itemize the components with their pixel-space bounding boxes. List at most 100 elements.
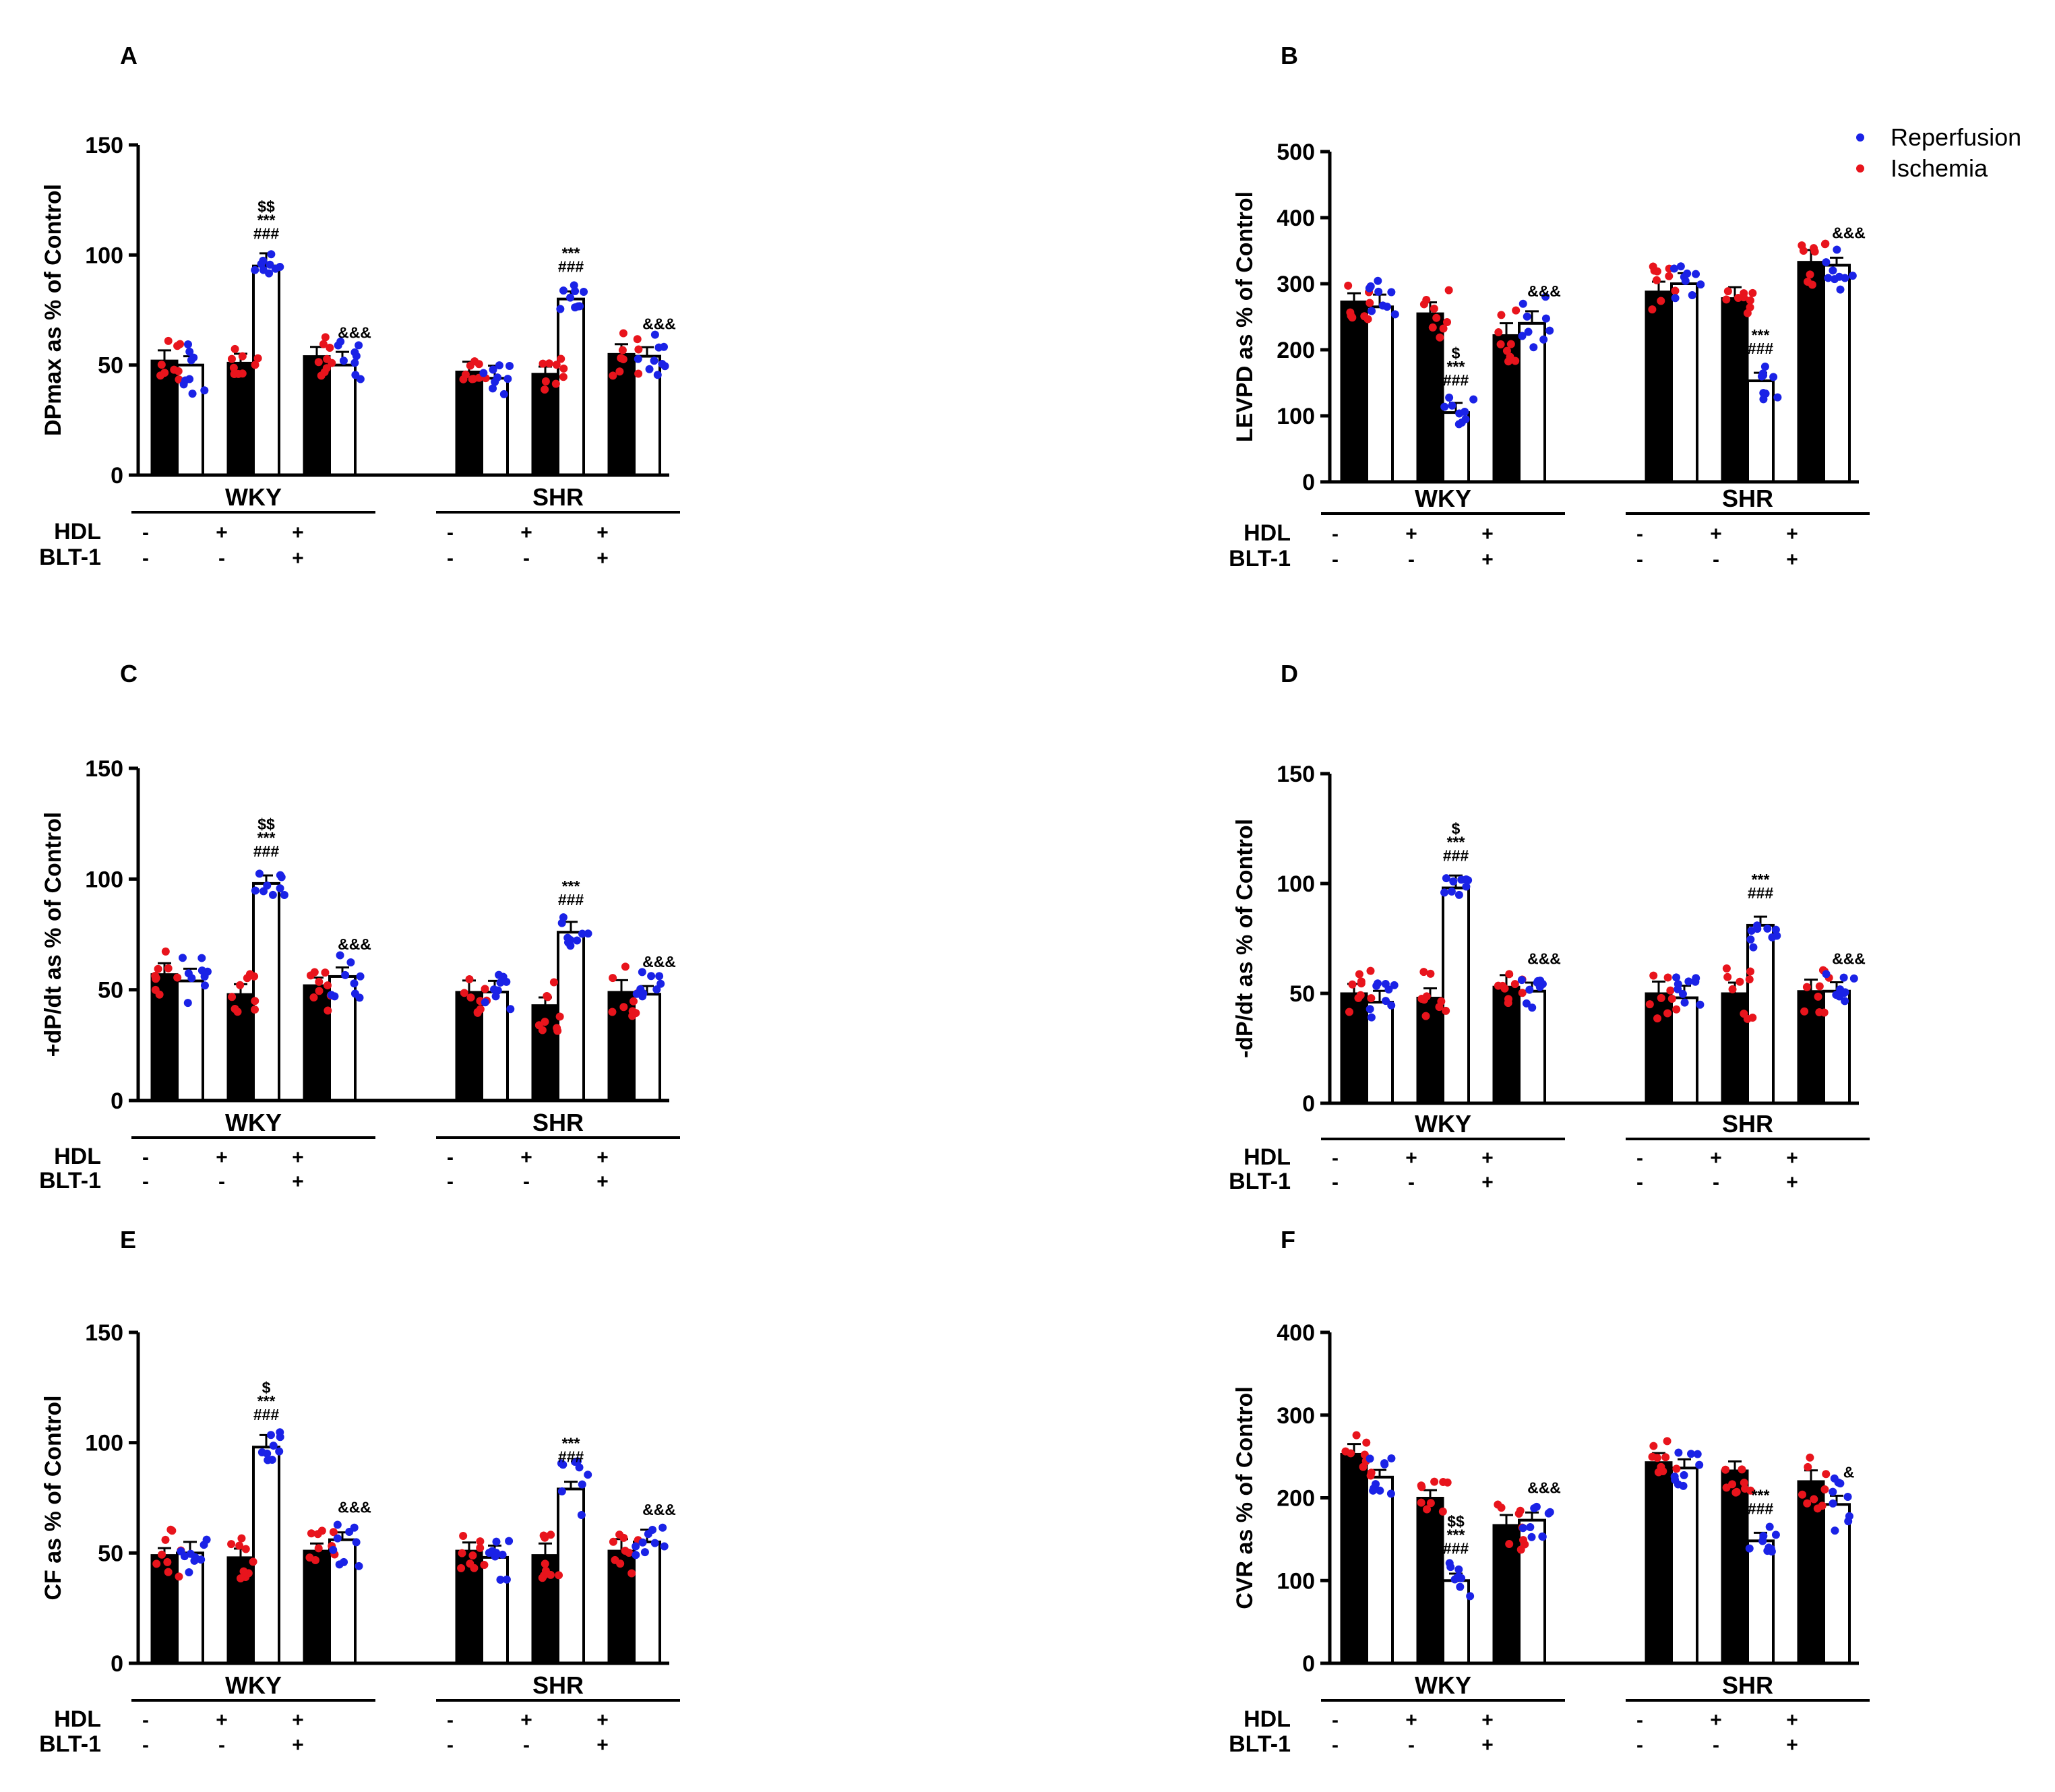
point-reperfusion bbox=[189, 353, 198, 362]
point-ischemia bbox=[541, 1566, 550, 1575]
point-reperfusion bbox=[1829, 1487, 1837, 1496]
treatment-sign-hdl: + bbox=[596, 1709, 609, 1731]
treatment-sign-hdl: - bbox=[447, 1146, 454, 1169]
point-ischemia bbox=[1428, 323, 1437, 332]
y-tick-label: 100 bbox=[1277, 1568, 1315, 1594]
point-ischemia bbox=[476, 1543, 485, 1552]
point-reperfusion bbox=[640, 1548, 649, 1557]
point-ischemia bbox=[634, 345, 643, 354]
treatment-label-hdl: HDL bbox=[1244, 520, 1291, 546]
treatment-sign-blt1: + bbox=[1481, 549, 1494, 571]
point-ischemia bbox=[1810, 1495, 1818, 1504]
point-ischemia bbox=[1435, 1003, 1444, 1012]
point-reperfusion bbox=[566, 293, 575, 302]
treatment-label-hdl: HDL bbox=[1244, 1144, 1291, 1170]
point-reperfusion bbox=[1519, 299, 1527, 308]
point-reperfusion bbox=[1538, 1533, 1547, 1541]
point-ischemia bbox=[1745, 975, 1754, 984]
point-reperfusion bbox=[1841, 988, 1849, 997]
point-ischemia bbox=[1436, 333, 1444, 342]
point-reperfusion bbox=[1836, 285, 1845, 294]
point-reperfusion bbox=[277, 873, 286, 882]
point-reperfusion bbox=[655, 972, 664, 981]
point-reperfusion bbox=[1848, 272, 1857, 280]
point-reperfusion bbox=[658, 1523, 667, 1532]
treatment-sign-hdl: + bbox=[596, 522, 609, 544]
point-reperfusion bbox=[1763, 924, 1772, 933]
y-tick-label: 100 bbox=[85, 1431, 123, 1456]
point-reperfusion bbox=[345, 1528, 354, 1537]
point-ischemia bbox=[305, 1553, 314, 1562]
point-ischemia bbox=[1815, 982, 1824, 991]
point-ischemia bbox=[1721, 1465, 1730, 1474]
point-reperfusion bbox=[183, 340, 192, 348]
point-ischemia bbox=[1802, 983, 1811, 991]
treatment-label-blt1: BLT-1 bbox=[39, 1168, 101, 1194]
point-reperfusion bbox=[1386, 1489, 1395, 1498]
point-reperfusion bbox=[1381, 980, 1390, 989]
point-ischemia bbox=[1362, 1438, 1371, 1447]
point-reperfusion bbox=[1517, 976, 1526, 985]
point-reperfusion bbox=[503, 375, 512, 383]
point-reperfusion bbox=[1841, 997, 1849, 1006]
treatment-sign-blt1: - bbox=[447, 547, 454, 569]
point-reperfusion bbox=[496, 1575, 505, 1584]
point-ischemia bbox=[618, 346, 627, 354]
legend-ischemia-dot bbox=[1856, 164, 1864, 173]
point-reperfusion bbox=[650, 1539, 659, 1547]
significance-mark: &&& bbox=[642, 315, 676, 333]
point-ischemia bbox=[317, 371, 326, 380]
point-ischemia bbox=[1347, 311, 1355, 320]
point-reperfusion bbox=[1525, 985, 1534, 994]
group-label-wky: WKY bbox=[225, 483, 282, 511]
treatment-label-hdl: HDL bbox=[54, 1706, 101, 1732]
point-reperfusion bbox=[1518, 332, 1527, 340]
point-ischemia bbox=[1667, 995, 1676, 1003]
point-reperfusion bbox=[1761, 390, 1770, 398]
point-reperfusion bbox=[1374, 276, 1382, 285]
point-reperfusion bbox=[1530, 1504, 1539, 1513]
point-reperfusion bbox=[1693, 1450, 1702, 1458]
significance-mark: &&& bbox=[338, 935, 371, 953]
point-ischemia bbox=[1798, 241, 1806, 250]
point-ischemia bbox=[621, 962, 630, 971]
treatment-sign-hdl: + bbox=[216, 1709, 228, 1731]
y-tick-label: 400 bbox=[1277, 206, 1315, 231]
bar-ischemia bbox=[226, 361, 255, 476]
point-reperfusion bbox=[1541, 314, 1550, 323]
point-ischemia bbox=[329, 1528, 338, 1537]
bar-reperfusion bbox=[1822, 264, 1851, 483]
point-reperfusion bbox=[492, 1549, 501, 1557]
treatment-sign-hdl: + bbox=[292, 522, 304, 544]
point-reperfusion bbox=[1773, 931, 1781, 940]
point-ischemia bbox=[474, 360, 483, 369]
bar-reperfusion bbox=[481, 1555, 509, 1665]
treatment-sign-blt1: - bbox=[218, 547, 225, 569]
point-reperfusion bbox=[506, 1005, 515, 1014]
point-ischemia bbox=[173, 973, 182, 982]
point-ischemia bbox=[236, 981, 245, 989]
point-ischemia bbox=[161, 947, 170, 956]
point-reperfusion bbox=[352, 1538, 361, 1547]
y-tick-label: 50 bbox=[98, 978, 123, 1003]
point-reperfusion bbox=[1387, 288, 1396, 297]
point-ischemia bbox=[1671, 286, 1680, 295]
point-ischemia bbox=[1818, 1502, 1827, 1510]
significance-mark: ### bbox=[558, 258, 584, 276]
point-reperfusion bbox=[1696, 1000, 1705, 1009]
point-ischemia bbox=[619, 329, 627, 338]
point-reperfusion bbox=[1692, 270, 1700, 278]
point-ischemia bbox=[1649, 1442, 1658, 1450]
point-ischemia bbox=[152, 1559, 161, 1568]
point-reperfusion bbox=[1830, 275, 1839, 284]
point-reperfusion bbox=[1449, 877, 1458, 886]
point-reperfusion bbox=[200, 386, 209, 395]
point-ischemia bbox=[1355, 970, 1363, 979]
significance-mark: *** bbox=[1752, 326, 1770, 344]
legend-ischemia-label: Ischemia bbox=[1891, 154, 1988, 182]
point-reperfusion bbox=[202, 1535, 211, 1544]
bar-ischemia bbox=[1340, 1452, 1368, 1665]
